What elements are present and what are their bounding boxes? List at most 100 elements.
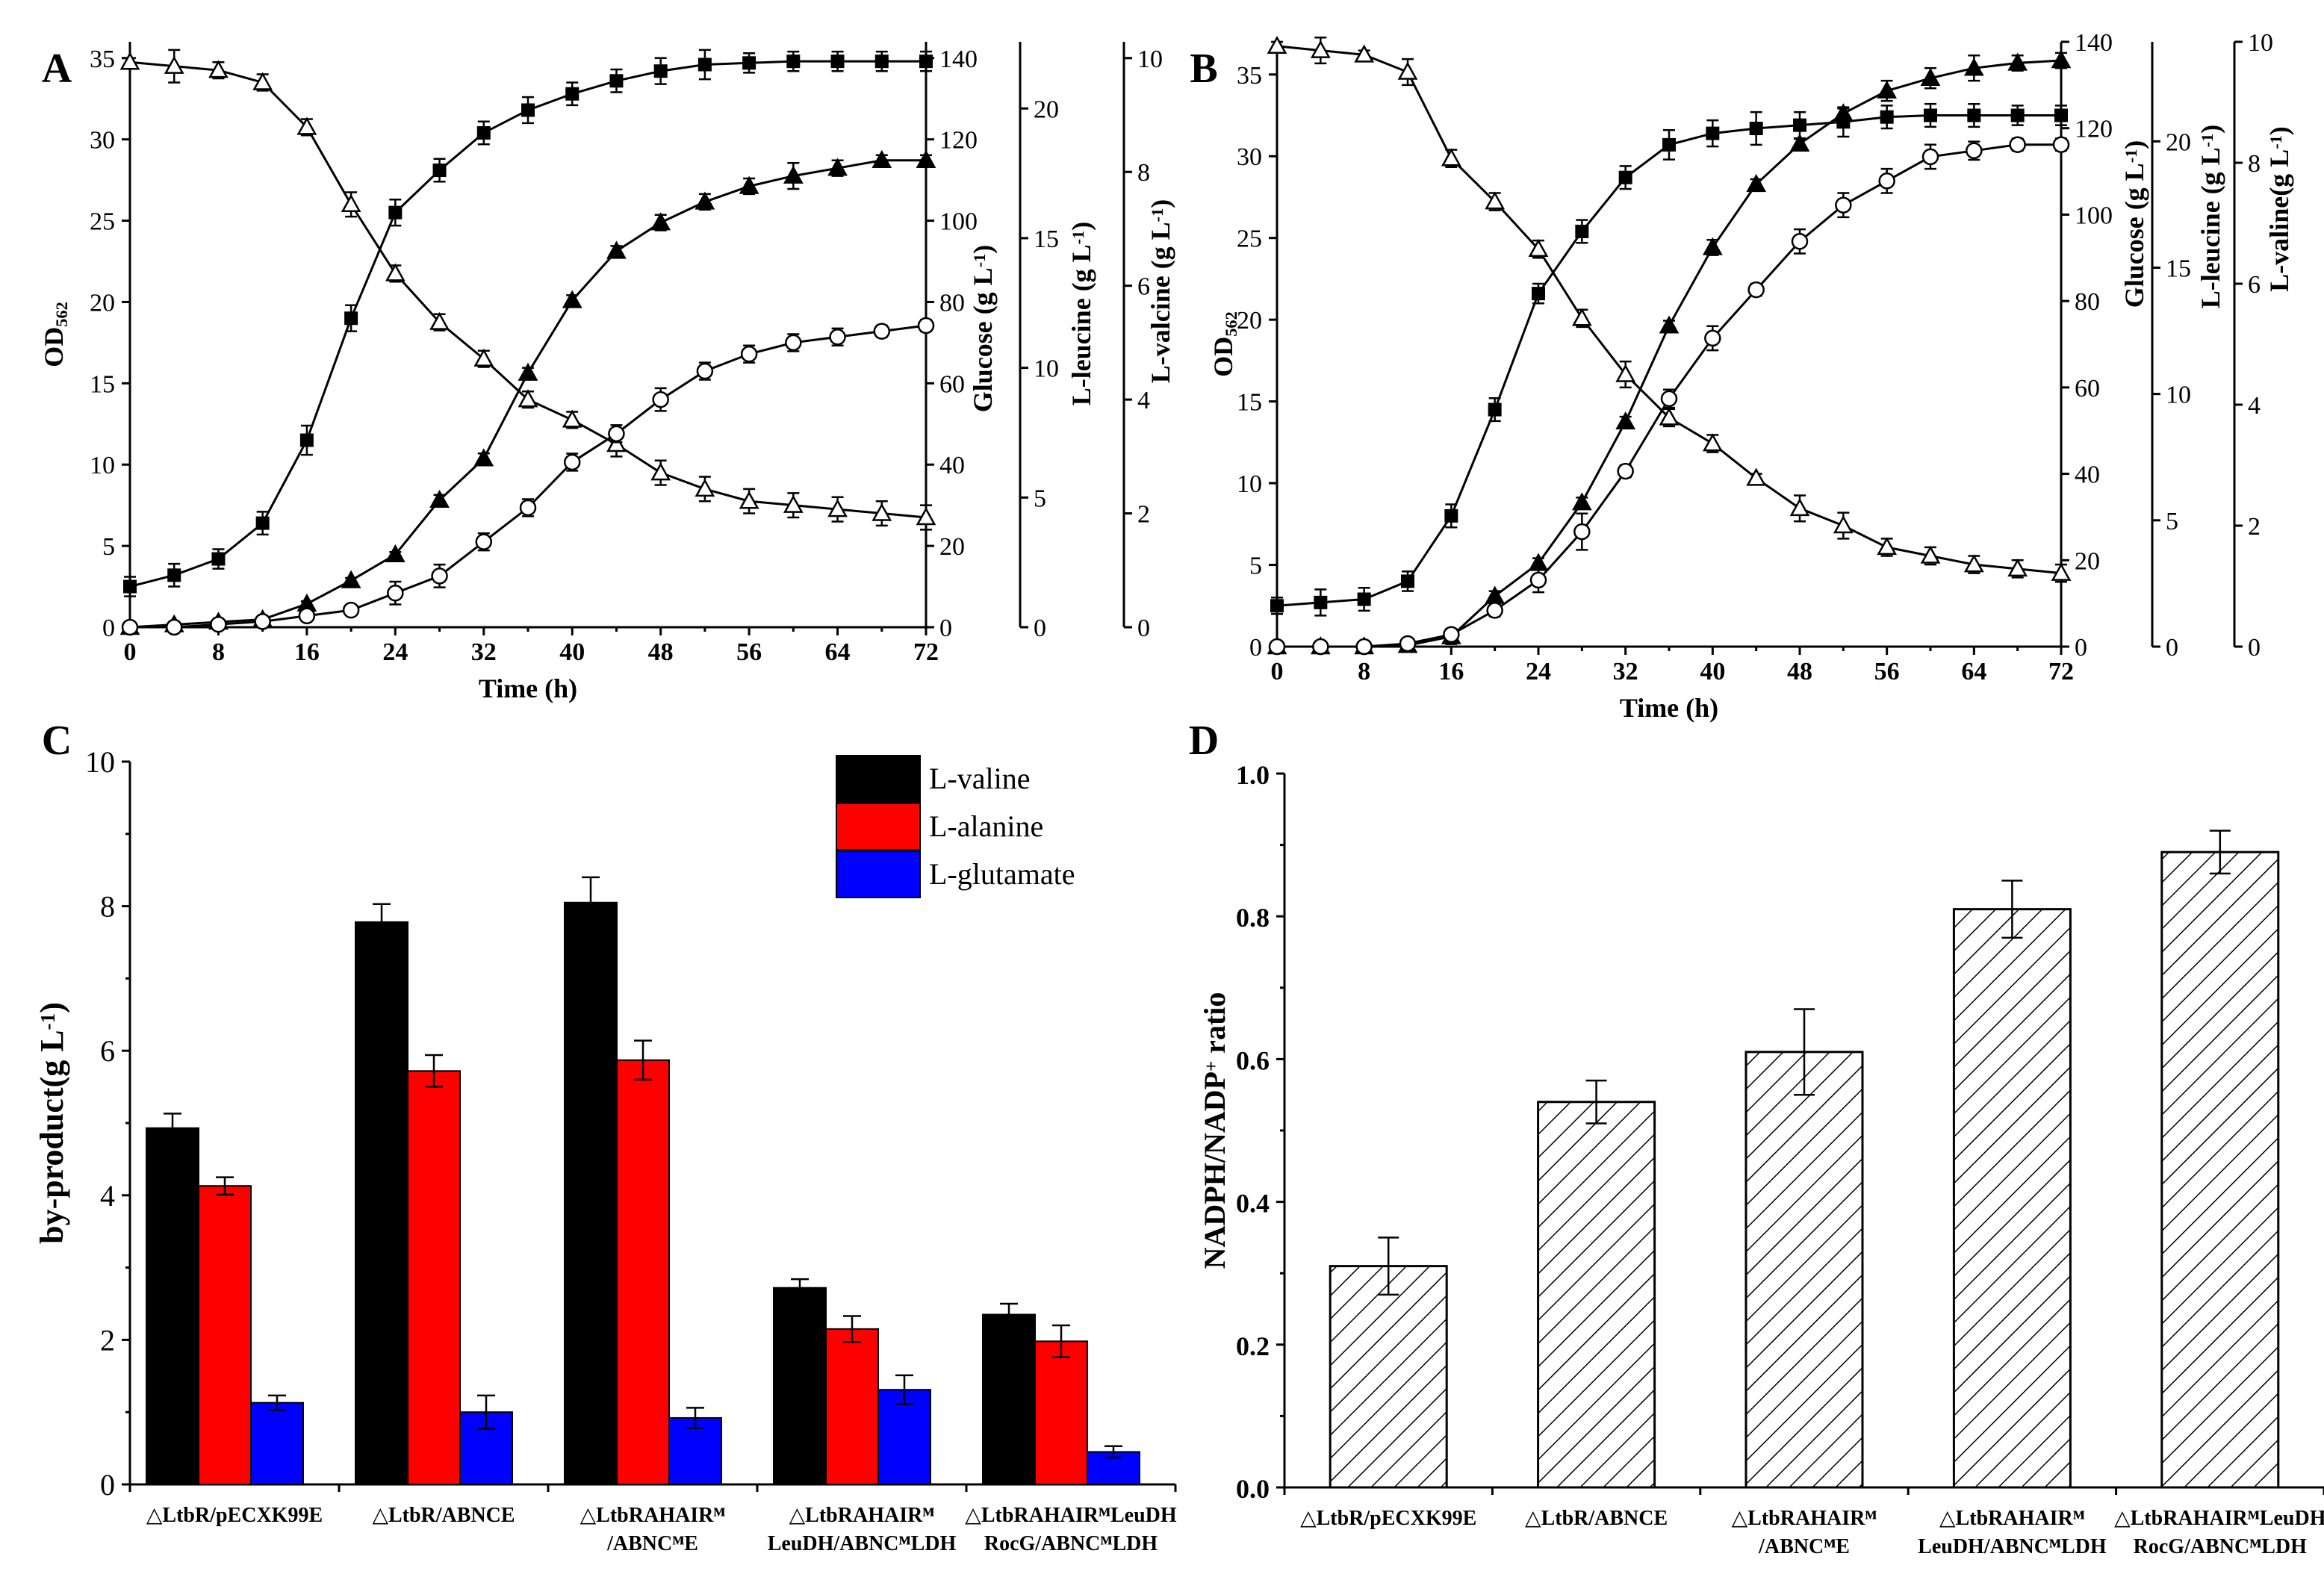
data-point xyxy=(742,56,756,70)
data-point xyxy=(1488,402,1502,417)
data-point xyxy=(298,607,316,625)
x-tick-label: △LtbRAHAIRᴹ xyxy=(1732,1507,1877,1530)
label-part: ) xyxy=(1066,222,1096,231)
data-point xyxy=(521,103,535,117)
data-point xyxy=(1878,172,1895,190)
x-tick-label: /ABNCᴹE xyxy=(606,1532,698,1555)
data-point xyxy=(2010,108,2025,122)
glucose-tick-label: 80 xyxy=(2075,288,2100,316)
label-part: -1 xyxy=(2122,149,2140,164)
data-point xyxy=(1967,108,1981,122)
data-point xyxy=(740,345,758,363)
data-point xyxy=(1662,137,1676,152)
series-l-valine xyxy=(121,317,935,636)
valine-tick-label: 8 xyxy=(1137,159,1150,187)
x-tick-label: 40 xyxy=(1700,658,1725,685)
bar-l-alanine xyxy=(616,1059,670,1486)
x-tick-label: 72 xyxy=(2048,658,2074,685)
y-tick-label: 10 xyxy=(85,745,115,779)
leucine-tick-label: 15 xyxy=(1034,225,1059,253)
data-point xyxy=(1920,67,1941,86)
data-point xyxy=(429,311,450,330)
glucose-tick-label: 60 xyxy=(939,370,965,398)
valine-tick-label: 10 xyxy=(1137,46,1163,73)
od-tick-label: 15 xyxy=(90,370,115,398)
valine-tick-label: 0 xyxy=(2248,634,2261,662)
od-axis-title: OD562 xyxy=(39,302,71,367)
panel-letter: B xyxy=(1190,46,1217,92)
y-tick-label: 8 xyxy=(100,890,115,924)
data-point xyxy=(827,499,848,517)
data-point xyxy=(874,55,889,69)
glucose-tick-label: 120 xyxy=(2075,116,2113,143)
y-tick-label: 0 xyxy=(100,1468,115,1502)
bar-l-alanine xyxy=(198,1185,252,1485)
data-point xyxy=(1702,237,1723,255)
label-part: -1 xyxy=(1069,231,1087,245)
data-point xyxy=(1486,602,1503,619)
data-point xyxy=(872,503,892,521)
od-tick-label: 15 xyxy=(1237,389,1262,417)
series-l-valine xyxy=(1268,136,2070,656)
x-tick-label: △LtbRAHAIRᴹ xyxy=(580,1504,726,1527)
data-point xyxy=(1270,599,1284,613)
data-point xyxy=(1444,508,1458,523)
bar-nadph-ratio xyxy=(1952,908,2072,1489)
bar-l-alanine xyxy=(1034,1340,1088,1486)
label-part: L-valcine (g L xyxy=(1146,222,1175,383)
label-part: -1 xyxy=(2266,135,2285,149)
data-point xyxy=(2007,559,2028,577)
valine-tick-label: 6 xyxy=(2248,271,2261,299)
data-point xyxy=(473,448,494,467)
data-point xyxy=(653,64,668,78)
glucose-tick-label: 20 xyxy=(2075,547,2100,575)
od-tick-label: 0 xyxy=(102,615,115,642)
x-tick-label: 48 xyxy=(1787,658,1812,685)
data-point xyxy=(1920,545,1941,564)
label-part: -1 xyxy=(970,254,989,268)
x-tick-label: 64 xyxy=(1961,658,1986,685)
od-tick-label: 20 xyxy=(1237,307,1262,335)
bar-l-glutamate xyxy=(250,1402,304,1485)
data-point xyxy=(1749,122,1763,136)
x-tick-label: RocG/ABNCᴹLDH xyxy=(984,1532,1158,1555)
data-point xyxy=(2054,108,2068,122)
leucine-axis-title: L-leucine (g L-1) xyxy=(1066,222,1096,406)
data-point xyxy=(1746,467,1767,486)
data-point xyxy=(123,579,137,594)
glucose-tick-label: 140 xyxy=(939,46,978,73)
data-point xyxy=(562,409,582,428)
od-tick-label: 35 xyxy=(1237,62,1262,90)
x-tick-label: 48 xyxy=(648,638,674,666)
x-tick-label: 56 xyxy=(736,638,762,666)
y-tick-label: 0.4 xyxy=(1236,1189,1270,1219)
label-part: -1 xyxy=(37,1013,59,1030)
bar-l-alanine xyxy=(407,1070,461,1485)
od-tick-label: 30 xyxy=(1237,143,1262,171)
data-point xyxy=(165,618,183,636)
data-point xyxy=(385,263,406,282)
label-part: OD xyxy=(39,327,69,367)
data-point xyxy=(342,601,360,619)
data-point xyxy=(1835,196,1852,214)
data-point xyxy=(1880,110,1894,124)
leucine-tick-label: 5 xyxy=(1034,485,1046,512)
data-point xyxy=(1963,554,1984,573)
data-point xyxy=(608,425,625,443)
data-point xyxy=(387,585,404,602)
data-point xyxy=(739,491,759,509)
x-tick-label: 8 xyxy=(212,638,225,666)
od-tick-label: 10 xyxy=(90,452,115,479)
data-point xyxy=(341,570,361,588)
valine-tick-label: 2 xyxy=(1137,501,1150,529)
data-point xyxy=(565,87,580,101)
y-tick-label: 0.8 xyxy=(1236,903,1270,933)
data-point xyxy=(1528,238,1549,257)
data-point xyxy=(2009,136,2026,153)
data-point xyxy=(872,149,892,168)
od-tick-label: 25 xyxy=(1237,225,1262,253)
data-point xyxy=(1573,523,1591,541)
x-tick-label: 32 xyxy=(471,638,497,666)
bar-l-valine xyxy=(146,1127,199,1485)
